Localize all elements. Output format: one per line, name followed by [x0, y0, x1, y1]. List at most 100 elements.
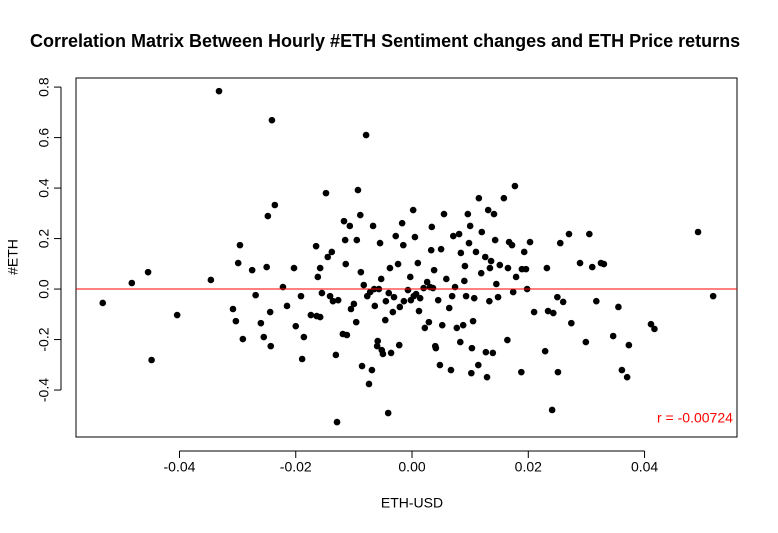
point	[437, 245, 445, 253]
point	[322, 189, 330, 197]
point	[400, 241, 407, 249]
point	[416, 294, 424, 302]
point	[357, 268, 365, 276]
point	[340, 217, 348, 225]
point	[412, 290, 420, 298]
point	[144, 268, 152, 276]
point	[385, 289, 393, 297]
point	[427, 246, 435, 254]
point	[389, 308, 397, 316]
annotation: r = -0.00724	[657, 410, 733, 426]
point	[468, 344, 476, 352]
point	[257, 319, 265, 327]
point	[384, 409, 392, 417]
point	[478, 228, 486, 236]
point	[350, 300, 358, 308]
point	[264, 212, 272, 220]
point	[491, 236, 499, 244]
point	[326, 292, 334, 300]
point	[369, 222, 377, 230]
point	[229, 305, 237, 313]
point	[509, 288, 517, 296]
point	[371, 302, 379, 310]
point	[128, 279, 136, 287]
point	[271, 201, 279, 209]
point	[318, 289, 326, 297]
point	[504, 336, 511, 344]
point	[414, 259, 422, 267]
point	[252, 291, 259, 299]
point	[334, 296, 342, 304]
point	[468, 369, 475, 377]
point	[428, 223, 436, 231]
x-axis-label: ETH-USD	[381, 495, 443, 511]
point	[487, 257, 495, 265]
point	[239, 335, 247, 343]
point	[511, 182, 519, 190]
plot-box	[75, 77, 738, 438]
y-tick-label: 0.2	[36, 229, 52, 249]
point	[390, 293, 398, 301]
point	[341, 236, 349, 244]
point	[568, 319, 575, 327]
point	[486, 264, 494, 272]
point	[586, 230, 593, 238]
point	[404, 286, 412, 294]
point	[549, 309, 557, 317]
point	[494, 293, 502, 301]
point	[368, 366, 376, 374]
point	[373, 342, 381, 350]
point	[354, 186, 362, 194]
point	[411, 233, 419, 241]
point	[481, 253, 489, 261]
y-axis-label: #ETH	[5, 239, 21, 275]
point	[356, 211, 364, 219]
point	[173, 311, 181, 319]
point	[314, 273, 322, 281]
point	[457, 249, 465, 257]
point	[469, 317, 477, 325]
point	[266, 308, 274, 316]
point	[215, 87, 223, 95]
point	[387, 349, 395, 357]
point	[518, 368, 525, 376]
point	[694, 228, 702, 236]
point	[456, 338, 464, 346]
point	[298, 355, 306, 363]
point	[290, 264, 298, 272]
point	[429, 284, 437, 292]
point	[421, 324, 429, 332]
point	[470, 294, 478, 302]
point	[312, 242, 320, 250]
point	[409, 206, 417, 214]
point	[588, 263, 596, 271]
point	[443, 275, 450, 283]
point	[489, 349, 497, 357]
point	[455, 230, 463, 238]
point	[260, 333, 268, 341]
point	[382, 297, 390, 305]
point	[461, 262, 469, 270]
point	[365, 380, 373, 388]
point	[709, 292, 717, 300]
point	[300, 333, 308, 341]
point	[556, 239, 564, 247]
point	[353, 236, 361, 244]
point	[554, 293, 561, 301]
point	[292, 322, 300, 330]
chart-title: Correlation Matrix Between Hourly #ETH S…	[30, 31, 740, 51]
point	[593, 297, 600, 305]
point	[615, 303, 622, 311]
point	[541, 347, 549, 355]
point	[297, 292, 305, 300]
point	[423, 278, 431, 286]
point	[600, 260, 608, 268]
point	[651, 325, 658, 333]
y-tick-label: -0.2	[36, 327, 52, 351]
point	[324, 253, 332, 261]
point	[582, 338, 590, 346]
point	[618, 366, 626, 374]
point	[360, 281, 368, 289]
point	[346, 222, 354, 230]
